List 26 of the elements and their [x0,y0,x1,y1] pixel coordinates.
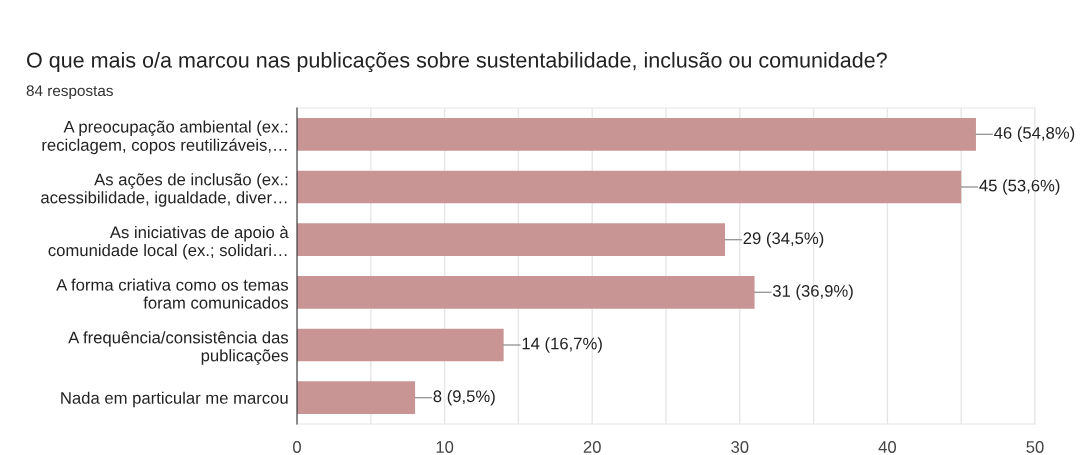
bar [297,381,416,414]
x-tick-label: 40 [878,441,897,453]
x-tick-label: 50 [1026,441,1044,453]
text: 84 respostas [26,85,113,100]
bar [297,328,504,362]
y-tick-label: A preocupação ambiental (ex.: reciclagem, copos reutilizáveis,… [42,120,288,155]
y-tick-label: As iniciativas de apoio à comunidade local (ex.; solidari… [48,225,289,260]
bar [297,170,962,204]
y-tick-label: A frequência/consistência das publicações [68,331,289,365]
bar [297,223,726,256]
x-tick-label: 20 [583,441,601,453]
y-tick-label: Nada em particular me marcou [61,391,288,408]
data-label: 45 (53,6%) [979,179,1060,195]
data-label: 14 (16,7%) [522,337,602,353]
data-label: 31 (36,9%) [772,284,853,301]
data-label: 29 (34,5%) [743,231,824,248]
bar [297,276,755,309]
x-tick-label: 30 [731,441,749,453]
y-tick-label: As ações de inclusão (ex.: acessibilidade, igualdade, diver… [41,173,288,207]
data-label: 46 (54,8%) [994,126,1075,143]
y-tick-label: A forma criativa como os temas foram comunicados [56,278,289,309]
x-tick-label: 0 [293,441,301,453]
data-label: 8 (9,5%) [433,389,495,406]
bar [297,118,976,151]
x-tick-label: 10 [436,441,454,453]
chart-title: O que mais o/a marcou nas publicações sobre sustentabilidade, inclusão ou comunidade? [27,51,887,73]
